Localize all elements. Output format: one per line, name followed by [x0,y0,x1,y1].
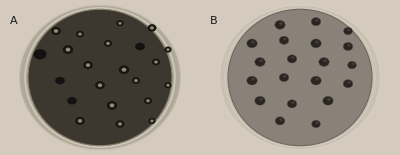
Ellipse shape [122,68,126,72]
Ellipse shape [259,98,263,101]
Ellipse shape [135,43,145,50]
Ellipse shape [351,63,354,65]
Ellipse shape [144,97,152,104]
Ellipse shape [327,98,331,101]
Ellipse shape [75,117,85,125]
Ellipse shape [291,56,295,59]
Ellipse shape [78,33,82,36]
Ellipse shape [287,100,297,108]
Ellipse shape [66,48,70,52]
Ellipse shape [78,119,82,123]
Ellipse shape [275,20,285,29]
Ellipse shape [51,27,61,35]
Ellipse shape [110,103,114,107]
Ellipse shape [118,122,122,126]
Ellipse shape [148,24,156,32]
Ellipse shape [283,38,287,40]
Ellipse shape [19,5,181,150]
Ellipse shape [98,83,102,87]
Ellipse shape [146,99,150,102]
Ellipse shape [54,29,58,33]
Ellipse shape [279,22,283,25]
Ellipse shape [311,39,321,48]
Ellipse shape [219,5,381,150]
Ellipse shape [315,78,319,81]
Ellipse shape [275,117,285,125]
Ellipse shape [347,81,351,84]
Ellipse shape [247,39,257,48]
Ellipse shape [279,73,289,82]
Ellipse shape [166,84,170,87]
Ellipse shape [283,75,287,78]
Ellipse shape [311,18,321,26]
Ellipse shape [67,97,77,104]
Text: A: A [10,16,18,26]
Ellipse shape [291,101,295,104]
Ellipse shape [95,81,105,89]
Ellipse shape [312,120,320,128]
Ellipse shape [152,59,160,65]
Ellipse shape [76,31,84,38]
Text: B: B [210,16,218,26]
Ellipse shape [119,65,129,74]
Ellipse shape [255,58,265,66]
Ellipse shape [247,76,257,85]
Ellipse shape [315,122,318,124]
Ellipse shape [251,78,255,81]
Ellipse shape [166,48,170,51]
Ellipse shape [34,49,46,59]
Ellipse shape [343,80,353,88]
Ellipse shape [116,120,124,128]
Ellipse shape [86,63,90,67]
Ellipse shape [104,40,112,47]
Ellipse shape [150,120,154,122]
Ellipse shape [83,61,93,69]
Ellipse shape [348,61,356,69]
Ellipse shape [148,118,156,124]
Ellipse shape [118,22,122,25]
Ellipse shape [251,40,255,44]
Ellipse shape [255,96,265,105]
Ellipse shape [311,76,321,85]
Ellipse shape [228,9,372,146]
Ellipse shape [63,45,73,54]
Ellipse shape [343,42,353,51]
Ellipse shape [279,118,283,121]
Ellipse shape [107,101,117,110]
Ellipse shape [347,44,351,47]
Ellipse shape [279,36,289,44]
Ellipse shape [150,26,154,30]
Ellipse shape [347,29,350,31]
Ellipse shape [116,20,124,26]
Ellipse shape [106,42,110,45]
Ellipse shape [323,59,327,62]
Ellipse shape [315,19,319,22]
Ellipse shape [323,96,333,105]
Ellipse shape [344,27,352,35]
Ellipse shape [132,77,140,84]
Ellipse shape [55,77,65,84]
Ellipse shape [164,82,172,88]
Ellipse shape [259,59,263,62]
Ellipse shape [28,9,172,146]
Ellipse shape [287,55,297,63]
Ellipse shape [315,40,319,44]
Ellipse shape [134,79,138,82]
Ellipse shape [319,58,329,66]
Ellipse shape [154,60,158,64]
Ellipse shape [164,46,172,53]
